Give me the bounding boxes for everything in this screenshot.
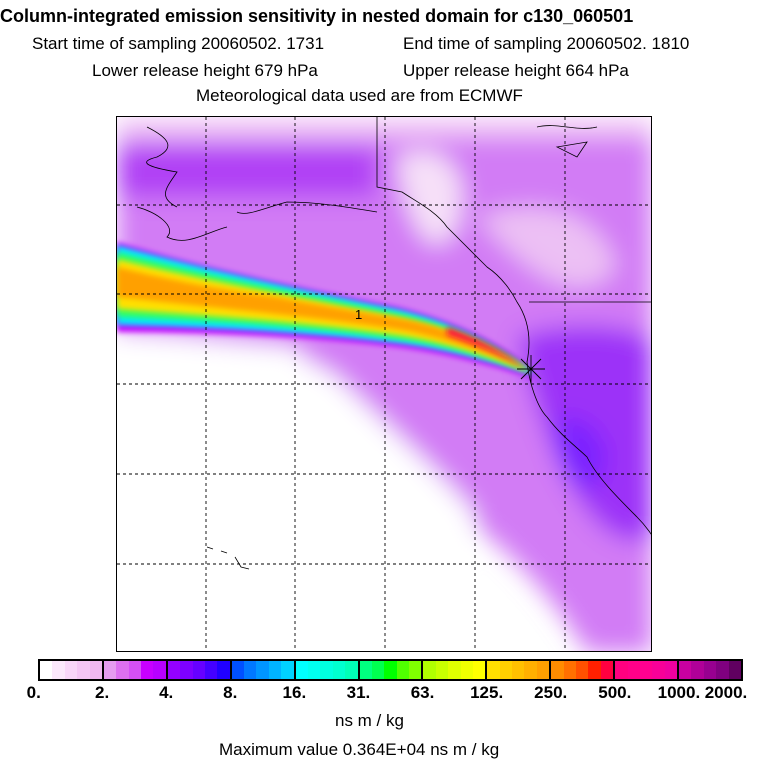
colorbar-tick-label: 0. <box>26 683 41 702</box>
colorbar-swatch <box>716 661 729 679</box>
colorbar-swatch <box>40 661 53 679</box>
colorbar-segment <box>679 661 741 679</box>
colorbar-swatch <box>153 661 166 679</box>
colorbar-swatch <box>409 661 422 679</box>
colorbar-swatch <box>116 661 129 679</box>
colorbar-swatch <box>679 661 692 679</box>
colorbar-swatch <box>728 661 741 679</box>
plume <box>117 242 535 379</box>
upper-release-height: Upper release height 664 hPa <box>403 61 629 80</box>
colorbar-swatch <box>396 661 410 679</box>
colorbar-swatch <box>551 661 564 679</box>
colorbar-swatch <box>52 661 65 679</box>
colorbar-swatch <box>268 661 282 679</box>
colorbar-swatch <box>588 661 601 679</box>
colorbar-swatch <box>512 661 525 679</box>
colorbar-tick-label: 4. <box>159 683 174 702</box>
colorbar-swatch <box>563 661 576 679</box>
sensitivity-field <box>117 117 651 651</box>
colorbar-swatch <box>423 661 436 679</box>
colorbar-tick-label: 500. <box>598 683 632 702</box>
colorbar-segment <box>615 661 680 679</box>
met-data-source: Meteorological data used are from ECMWF <box>196 86 523 105</box>
colorbar-segment <box>40 661 104 679</box>
colorbar-swatch <box>167 661 181 679</box>
colorbar-swatch <box>103 661 117 679</box>
start-time: Start time of sampling 20060502. 1731 <box>32 34 325 53</box>
colorbar-swatch <box>295 661 308 679</box>
colorbar-swatch <box>448 661 461 679</box>
colorbar-tick-label: 16. <box>282 683 307 702</box>
plot-title: Column-integrated emission sensitivity i… <box>0 6 634 26</box>
release-star-icon <box>517 355 545 383</box>
colorbar-swatch <box>664 661 678 679</box>
colorbar-swatch <box>141 661 154 679</box>
map-canvas: 1 <box>117 117 651 651</box>
colorbar-tick-label: 31. <box>346 683 371 702</box>
colorbar-swatch <box>231 661 245 679</box>
colorbar-segment <box>103 661 168 679</box>
end-time: End time of sampling 20060502. 1810 <box>403 34 690 53</box>
colorbar-swatch <box>615 661 628 679</box>
colorbar-segment <box>295 661 360 679</box>
colorbar-swatch <box>652 661 665 679</box>
colorbar-segment <box>423 661 488 679</box>
colorbar-segment <box>551 661 616 679</box>
colorbar-swatch <box>320 661 333 679</box>
colorbar-tick-label: 63. <box>410 683 435 702</box>
colorbar-swatch <box>460 661 473 679</box>
colorbar-swatch <box>703 661 717 679</box>
colorbar-swatch <box>192 661 205 679</box>
colorbar-swatch <box>472 661 486 679</box>
colorbar-swatch <box>64 661 78 679</box>
colorbar-tick-label: 125. <box>470 683 504 702</box>
colorbar-units: ns m / kg <box>335 711 404 730</box>
colorbar-swatch <box>89 661 102 679</box>
coastlines <box>136 117 651 570</box>
colorbar-swatch <box>499 661 513 679</box>
colorbar-tick-label: 2000. <box>704 683 748 702</box>
plume-label: 1 <box>355 307 362 322</box>
colorbar-swatch <box>627 661 640 679</box>
colorbar-swatch <box>345 661 358 679</box>
colorbar-segment <box>231 661 296 679</box>
colorbar-swatch <box>371 661 385 679</box>
colorbar <box>38 659 743 681</box>
colorbar-swatch <box>435 661 449 679</box>
colorbar-swatch <box>487 661 500 679</box>
colorbar-swatch <box>204 661 218 679</box>
colorbar-swatch <box>384 661 397 679</box>
colorbar-swatch <box>524 661 537 679</box>
colorbar-swatch <box>180 661 193 679</box>
colorbar-tick-label: 250. <box>534 683 568 702</box>
colorbar-swatch <box>281 661 294 679</box>
colorbar-swatch <box>691 661 704 679</box>
lower-release-height: Lower release height 679 hPa <box>92 61 318 80</box>
gridlines <box>117 117 651 651</box>
colorbar-segment <box>167 661 232 679</box>
maximum-value: Maximum value 0.364E+04 ns m / kg <box>219 740 500 759</box>
colorbar-swatch <box>77 661 90 679</box>
colorbar-swatch <box>600 661 614 679</box>
colorbar-swatch <box>308 661 321 679</box>
colorbar-swatch <box>359 661 372 679</box>
colorbar-tick-label: 1000. <box>657 683 701 702</box>
colorbar-tick-label: 2. <box>94 683 110 702</box>
sensitivity-map: 1 <box>116 116 652 652</box>
colorbar-swatch <box>639 661 653 679</box>
colorbar-swatch <box>256 661 269 679</box>
colorbar-swatch <box>536 661 550 679</box>
colorbar-swatch <box>217 661 230 679</box>
colorbar-segment <box>359 661 424 679</box>
colorbar-swatch <box>128 661 142 679</box>
colorbar-segment <box>487 661 552 679</box>
colorbar-swatch <box>576 661 589 679</box>
colorbar-swatch <box>244 661 257 679</box>
colorbar-tick-label: 8. <box>223 683 238 702</box>
colorbar-swatch <box>332 661 346 679</box>
